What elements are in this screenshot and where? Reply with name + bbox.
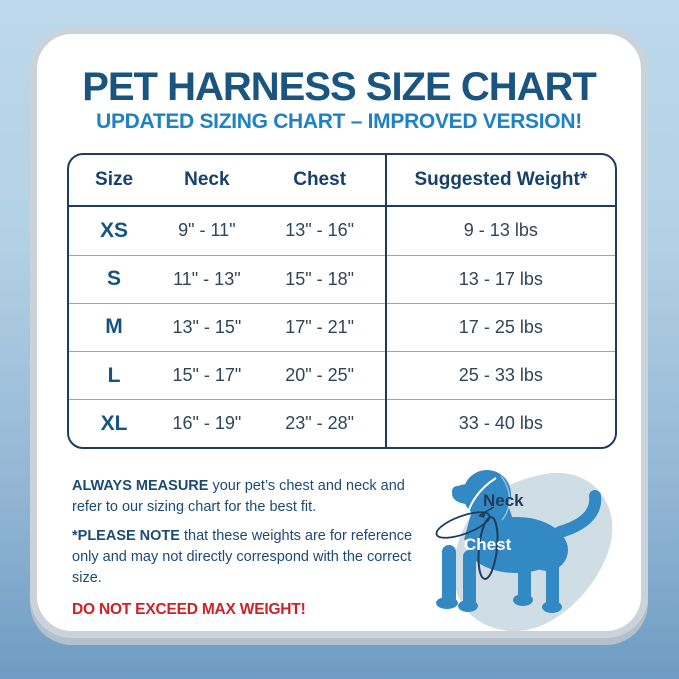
cell-weight: 25 - 33 lbs <box>384 350 615 400</box>
cell-weight: 17 - 25 lbs <box>384 302 615 352</box>
cell-size: XS <box>100 218 129 242</box>
cell-neck: 16" - 19" <box>159 399 255 447</box>
cell-size: M <box>69 302 160 352</box>
cell-chest: 13" - 16" <box>285 220 355 241</box>
cell-size: XL <box>69 399 160 447</box>
page-title: PET HARNESS SIZE CHART <box>82 65 597 109</box>
table-row-s: S 11" - 13" 15" - 18" 13 - 17 lbs <box>69 254 615 304</box>
cell-weight: 9 - 13 lbs <box>384 206 615 256</box>
cell-size: S <box>69 254 160 304</box>
measure-note: ALWAYS MEASURE your pet’s chest and neck… <box>72 476 417 518</box>
size-table-frame: Size Neck Chest Suggested Weight* XS 9" … <box>67 153 617 449</box>
cell-chest: 17" - 21" <box>254 302 386 352</box>
max-weight-warning: DO NOT EXCEED MAX WEIGHT! <box>72 601 306 619</box>
please-note-lead: *PLEASE NOTE <box>72 528 180 545</box>
cell-chest: 15" - 18" <box>254 254 386 304</box>
cell-weight: 13 - 17 lbs <box>384 254 615 304</box>
size-chart-card: PET HARNESS SIZE CHART UPDATED SIZING CH… <box>30 27 648 638</box>
neck-highlight-line <box>465 477 497 523</box>
chest-label: Chest <box>464 535 512 554</box>
cell-neck: 9" - 11" <box>178 220 236 241</box>
dog-tail <box>554 490 602 538</box>
table-row-l: L 15" - 17" 20" - 25" 25 - 33 lbs <box>69 350 615 400</box>
col-header-weight: Suggested Weight* <box>384 155 615 207</box>
dog-measurement-diagram: Neck Chest <box>435 470 613 631</box>
notes-section: ALWAYS MEASURE your pet’s chest and neck… <box>72 476 417 630</box>
measure-note-lead: ALWAYS MEASURE <box>72 478 209 494</box>
dog-silhouette <box>436 470 568 613</box>
cell-neck: 13" - 15" <box>159 302 255 352</box>
page-subtitle: UPDATED SIZING CHART – IMPROVED VERSION! <box>96 110 582 133</box>
cell-chest: 20" - 25" <box>254 350 386 400</box>
cell-size: L <box>69 350 160 400</box>
ear-outline <box>500 475 511 521</box>
please-note-body: that these weights are for reference onl… <box>72 528 413 587</box>
table-header-row: Size Neck Chest Suggested Weight* <box>69 155 615 207</box>
size-table: Size Neck Chest Suggested Weight* XS 9" … <box>69 155 615 447</box>
measure-note-body: your pet’s chest and neck and refer to o… <box>72 478 405 516</box>
chest-measure-line <box>477 516 499 580</box>
cell-neck: 11" - 13" <box>159 254 255 304</box>
cell-weight: 33 - 40 lbs <box>384 399 615 447</box>
table-row-xl: XL 16" - 19" 23" - 28" 33 - 40 lbs <box>69 399 615 447</box>
col-header-chest: Chest <box>254 155 386 207</box>
neck-measure-line <box>435 511 491 539</box>
neck-label: Neck <box>483 491 524 510</box>
neck-pointer-arrowhead <box>478 511 486 518</box>
col-header-neck: Neck <box>159 155 255 207</box>
table-row-xs: XS 9" - 11" 13" - 16" 9 - 13 lbs <box>69 206 615 256</box>
please-note: *PLEASE NOTE that these weights are for … <box>72 526 417 589</box>
cell-neck: 15" - 17" <box>159 350 255 400</box>
table-row-m: M 13" - 15" 17" - 21" 17 - 25 lbs <box>69 302 615 352</box>
cell-chest: 23" - 28" <box>254 399 386 447</box>
col-header-size: Size <box>69 155 160 207</box>
